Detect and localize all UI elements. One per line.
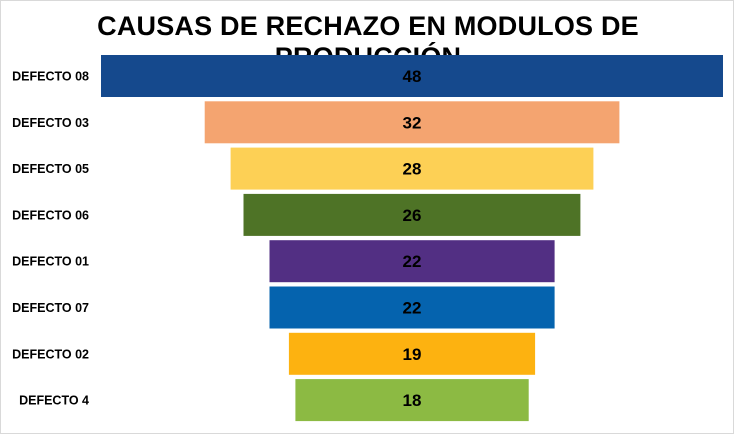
category-label: DEFECTO 06 <box>12 208 89 222</box>
funnel-bar <box>101 55 723 97</box>
funnel-bar <box>269 240 555 283</box>
bar-value-label: 22 <box>403 252 422 271</box>
funnel-bar <box>243 193 581 236</box>
bar-value-label: 19 <box>403 345 422 364</box>
category-label: DEFECTO 03 <box>12 116 89 130</box>
funnel-bar-group: 28 DEFECTO 05 <box>12 147 594 190</box>
category-label: DEFECTO 05 <box>12 162 89 176</box>
funnel-bar <box>288 332 536 375</box>
funnel-bar <box>204 101 620 144</box>
funnel-bar <box>295 379 529 422</box>
category-label: DEFECTO 01 <box>12 255 89 269</box>
bar-value-label: 18 <box>403 391 422 410</box>
category-label: DEFECTO 07 <box>12 301 89 315</box>
bar-value-label: 22 <box>403 299 422 318</box>
funnel-bar-group: 19 DEFECTO 02 <box>12 332 536 375</box>
bar-value-label: 48 <box>403 67 422 86</box>
funnel-bar-group: 26 DEFECTO 06 <box>12 193 581 236</box>
funnel-bar-group: 22 DEFECTO 01 <box>12 240 555 283</box>
bar-value-label: 32 <box>403 113 422 132</box>
funnel-bar-group: 32 DEFECTO 03 <box>12 101 620 144</box>
category-label: DEFECTO 08 <box>12 70 89 84</box>
funnel-bar-group: 18 DEFECTO 4 <box>19 379 529 422</box>
funnel-bar-group: 22 DEFECTO 07 <box>12 286 555 329</box>
category-label: DEFECTO 02 <box>12 347 89 361</box>
category-label: DEFECTO 4 <box>19 394 89 408</box>
funnel-bar-group: 48 DEFECTO 08 <box>12 55 723 97</box>
bar-value-label: 28 <box>403 160 422 179</box>
bar-value-label: 26 <box>403 206 422 225</box>
funnel-bar <box>230 147 594 190</box>
funnel-bar <box>269 286 555 329</box>
